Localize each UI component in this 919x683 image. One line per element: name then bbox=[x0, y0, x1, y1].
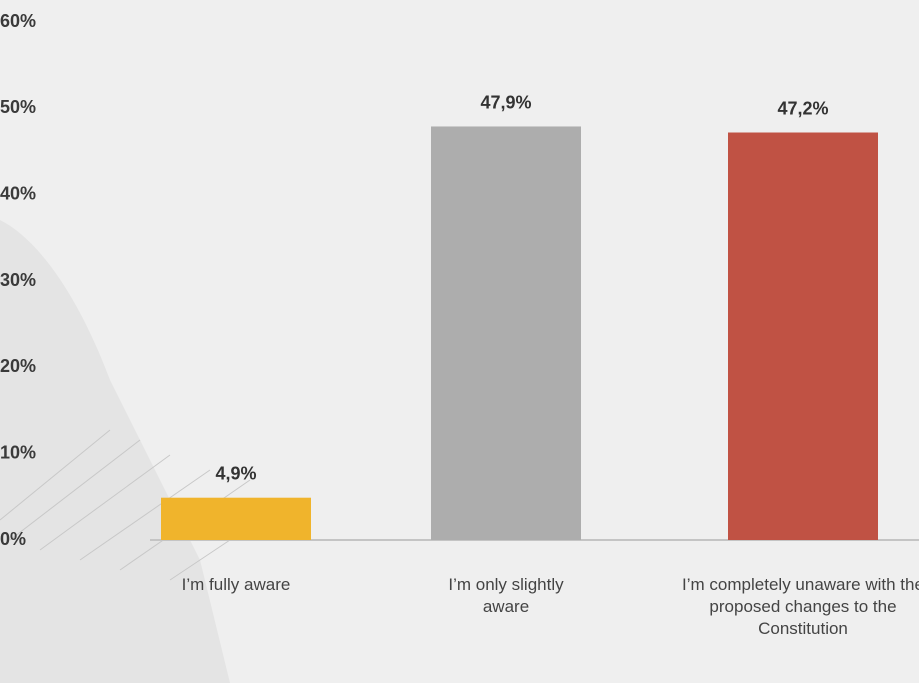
value-label: 47,2% bbox=[777, 99, 828, 119]
y-tick-label: 40% bbox=[0, 183, 36, 203]
x-label-box: I’m only slightly aware bbox=[448, 575, 564, 616]
x-tick-label: I’m only slightly aware bbox=[448, 575, 564, 616]
y-tick-label: 10% bbox=[0, 442, 36, 462]
y-tick-label: 0% bbox=[0, 529, 26, 549]
y-tick-label: 50% bbox=[0, 97, 36, 117]
value-label: 4,9% bbox=[215, 464, 256, 484]
x-label-box: I’m completely unaware with the proposed… bbox=[682, 575, 919, 638]
hatching bbox=[0, 429, 291, 581]
y-tick-label: 30% bbox=[0, 270, 36, 290]
y-tick-label: 60% bbox=[0, 11, 36, 31]
x-tick-label: I’m fully aware bbox=[181, 575, 291, 594]
bar bbox=[431, 126, 581, 541]
bar bbox=[728, 132, 878, 541]
value-label: 47,9% bbox=[480, 92, 531, 112]
x-label-box: I’m fully aware bbox=[181, 575, 291, 594]
bar bbox=[161, 497, 311, 540]
x-tick-label: I’m completely unaware with the proposed… bbox=[682, 575, 919, 638]
y-tick-label: 20% bbox=[0, 356, 36, 376]
background-texture bbox=[0, 220, 230, 683]
